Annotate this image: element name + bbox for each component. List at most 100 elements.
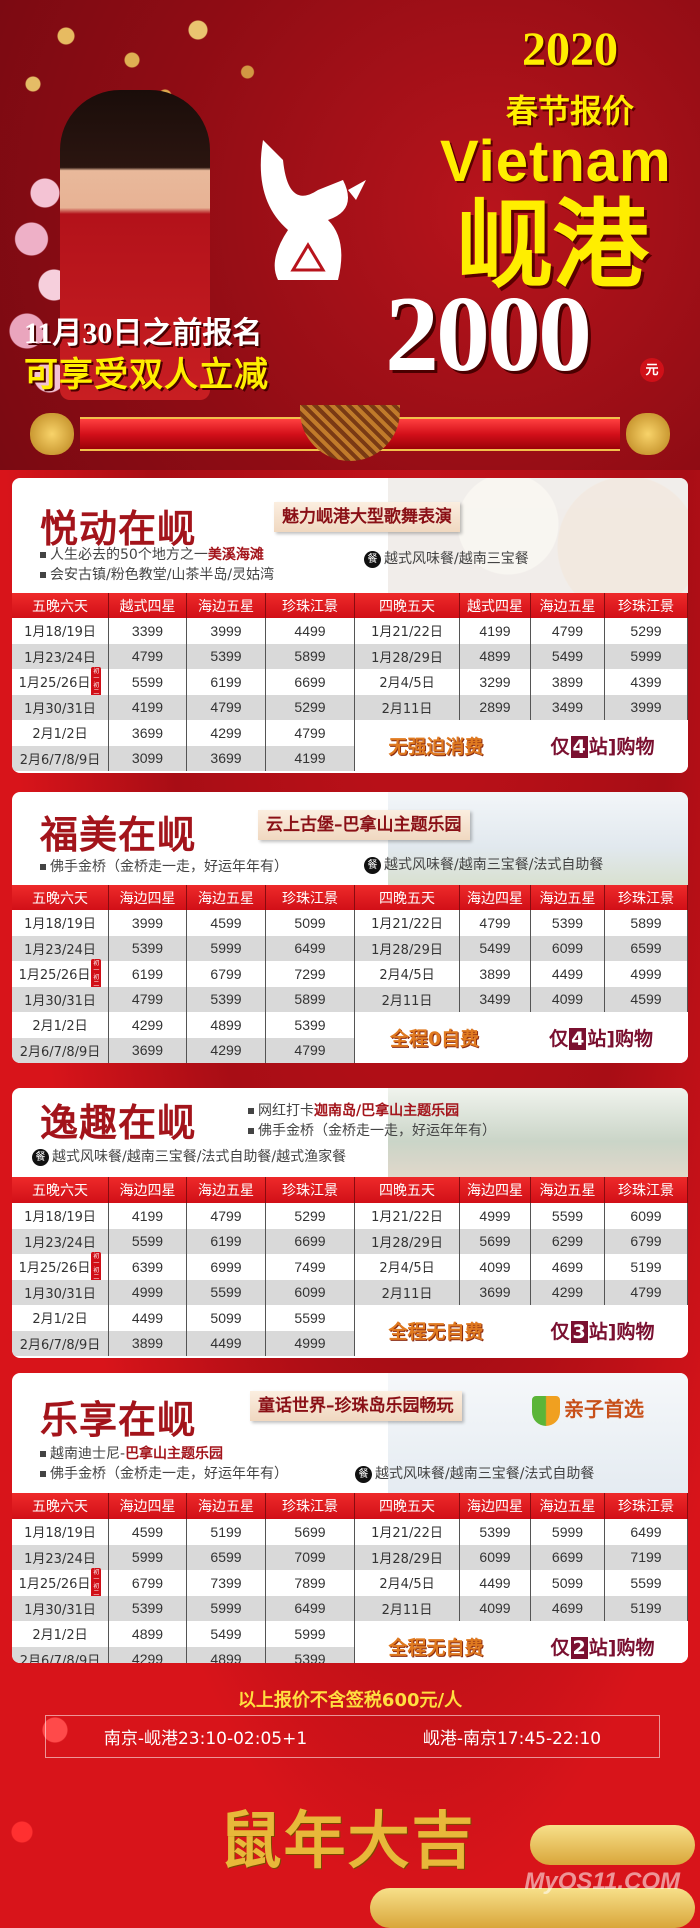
- flight-return: 岘港-南京17:45-22:10: [422, 1729, 602, 1749]
- price-cell: 5599: [605, 1570, 688, 1596]
- price-cell: 6299: [531, 1228, 605, 1254]
- price-value: 6499: [294, 1600, 326, 1617]
- price-value: 5199: [210, 1523, 242, 1540]
- table-header: 越式四星: [460, 593, 531, 618]
- no-extra-fee-slogan: 全程无自费: [388, 1321, 484, 1343]
- price-value: 4799: [131, 648, 164, 665]
- departure-date: 1月28/29日: [355, 935, 460, 961]
- price-value: 6999: [210, 1258, 242, 1275]
- table-header: 海边四星: [460, 885, 531, 910]
- bullet-text: 越南迪士尼-: [50, 1446, 126, 1462]
- table-header: 五晚六天: [12, 593, 109, 618]
- price-cell: 4599: [605, 986, 688, 1012]
- highlight-tag: 童话世界–珍珠岛乐园畅玩: [250, 1391, 462, 1421]
- table-header: 海边五星: [187, 885, 266, 910]
- price-value: 5999: [210, 1600, 242, 1617]
- meal-text: 越式风味餐/越南三宝餐/法式自助餐: [375, 1466, 595, 1482]
- table-header: 海边五星: [187, 1177, 266, 1203]
- price-cell: 3899: [531, 669, 605, 695]
- new-year-blessing: 鼠年大吉: [219, 1804, 476, 1877]
- table-header: 珍珠江景: [266, 593, 355, 618]
- price-cell: 4799: [460, 910, 531, 936]
- date-text: 1月30/31日: [24, 1286, 96, 1302]
- meal-icon: 餐: [364, 856, 381, 874]
- departure-date: 2月11日: [355, 1279, 460, 1305]
- price-cell: 6699: [531, 1544, 605, 1570]
- price-cell: 5399: [109, 1595, 187, 1621]
- price-cell: 3899: [109, 1330, 187, 1356]
- package-title: 悦动在岘: [40, 507, 197, 551]
- shop-prefix: 仅: [550, 1321, 570, 1343]
- price-cell: 5999: [266, 1621, 355, 1647]
- departure-date: 1月23/24日: [12, 1228, 109, 1254]
- price-value: 6199: [131, 965, 164, 982]
- highlight-tag: 魅力岘港大型歌舞表演: [274, 502, 460, 532]
- price-cell: 7099: [266, 1544, 355, 1570]
- price-cell: 4299: [187, 720, 266, 746]
- itinerary-bullet: 越南迪士尼-巴拿山主题乐园: [40, 1443, 223, 1463]
- table-header: 海边四星: [109, 885, 187, 910]
- bullet-highlight: 巴拿山主题乐园: [125, 1446, 224, 1462]
- visa-note: 以上报价不含签税600元/人: [237, 1690, 463, 1711]
- price-value: 5699: [294, 1523, 326, 1540]
- table-header: 五晚六天: [12, 1493, 109, 1519]
- holiday-badge: 初一初二: [91, 1567, 102, 1598]
- package-card: 逸趣在岘 网红打卡迦南岛/巴拿山主题乐园 佛手金桥（金桥走一走，好运年年有） 餐越式风…: [12, 1088, 688, 1358]
- watermark: MyOS11.COM: [524, 1868, 680, 1895]
- flight-info: 南京-岘港23:10-02:05+1 岘港-南京17:45-22:10: [45, 1715, 660, 1758]
- price-value: 5999: [210, 940, 242, 957]
- package-card: 乐享在岘 童话世界–珍珠岛乐园畅玩 亲子首选 越南迪士尼-巴拿山主题乐园 佛手金桥（金桥…: [12, 1373, 688, 1663]
- package-perks: 无强迫消费 仅 4 站]购物: [355, 720, 688, 771]
- price-cell: 4499: [531, 961, 605, 987]
- departure-date: 1月21/22日: [355, 618, 460, 644]
- price-value: 6799: [210, 965, 242, 982]
- price-value: 4799: [210, 1207, 242, 1224]
- shop-prefix: 仅: [550, 736, 570, 758]
- holiday-badge: 初一初二: [91, 666, 102, 697]
- shopping-stops: 仅 2 站]购物: [551, 1633, 654, 1660]
- price-value: 3399: [131, 622, 164, 639]
- departure-date: 2月11日: [355, 986, 460, 1012]
- price-cell: 5699: [460, 1228, 531, 1254]
- departure-date: 2月11日: [355, 1595, 460, 1621]
- shop-count: 4: [569, 1028, 587, 1050]
- price-cell: 4199: [460, 618, 531, 644]
- family-choice-label: 亲子首选: [564, 1397, 644, 1421]
- price-cell: 6599: [187, 1544, 266, 1570]
- price-cell: 7899: [266, 1570, 355, 1596]
- price-value: 5999: [131, 1549, 164, 1566]
- bullet-square-icon: [248, 1108, 254, 1114]
- table-header: 四晚五天: [355, 1493, 460, 1519]
- price-value: 4499: [131, 1309, 164, 1326]
- departure-date: 1月28/29日: [355, 643, 460, 669]
- price-cell: 3299: [460, 669, 531, 695]
- price-cell: 5999: [187, 935, 266, 961]
- price-cell: 6599: [605, 935, 688, 961]
- price-value: 5399: [131, 1600, 164, 1617]
- departure-date: 1月25/26日 初一初二: [12, 1251, 109, 1282]
- table-header: 珍珠江景: [266, 885, 355, 910]
- price-cell: 7399: [187, 1570, 266, 1596]
- year-heading: 2020: [522, 23, 618, 76]
- shopping-stops: 仅 4 站]购物: [550, 732, 654, 759]
- price-cell: 5599: [109, 1228, 187, 1254]
- package-title: 逸趣在岘: [40, 1101, 197, 1145]
- price-cell: 5399: [266, 1012, 355, 1038]
- price-value: 6799: [131, 1574, 164, 1591]
- price-table: 五晚六天 海边四星 海边五星 珍珠江景 四晚五天 海边四星 海边五星 珍珠江景 1月18/19日…: [12, 1177, 688, 1356]
- model-photo: [60, 90, 210, 400]
- price-cell: 5099: [531, 1570, 605, 1596]
- shopping-stops: 仅 3 站]购物: [550, 1317, 654, 1344]
- table-header: 海边四星: [460, 1493, 531, 1519]
- departure-date: 1月18/19日: [12, 618, 109, 644]
- bullet-text: 网红打卡: [258, 1103, 314, 1119]
- price-value: 4799: [131, 991, 164, 1008]
- discount-amount: 2000: [385, 275, 592, 394]
- price-value: 3899: [131, 1335, 164, 1352]
- bullet-square-icon: [40, 552, 46, 558]
- table-header: 珍珠江景: [266, 1493, 355, 1519]
- date-text: 1月23/24日: [24, 1551, 96, 1567]
- price-cell: 6099: [605, 1203, 688, 1229]
- table-header: 海边五星: [187, 593, 266, 618]
- package-card: 福美在岘 云上古堡–巴拿山主题乐园 佛手金桥（金桥走一走，好运年年有） 餐越式风味餐/…: [12, 792, 688, 1063]
